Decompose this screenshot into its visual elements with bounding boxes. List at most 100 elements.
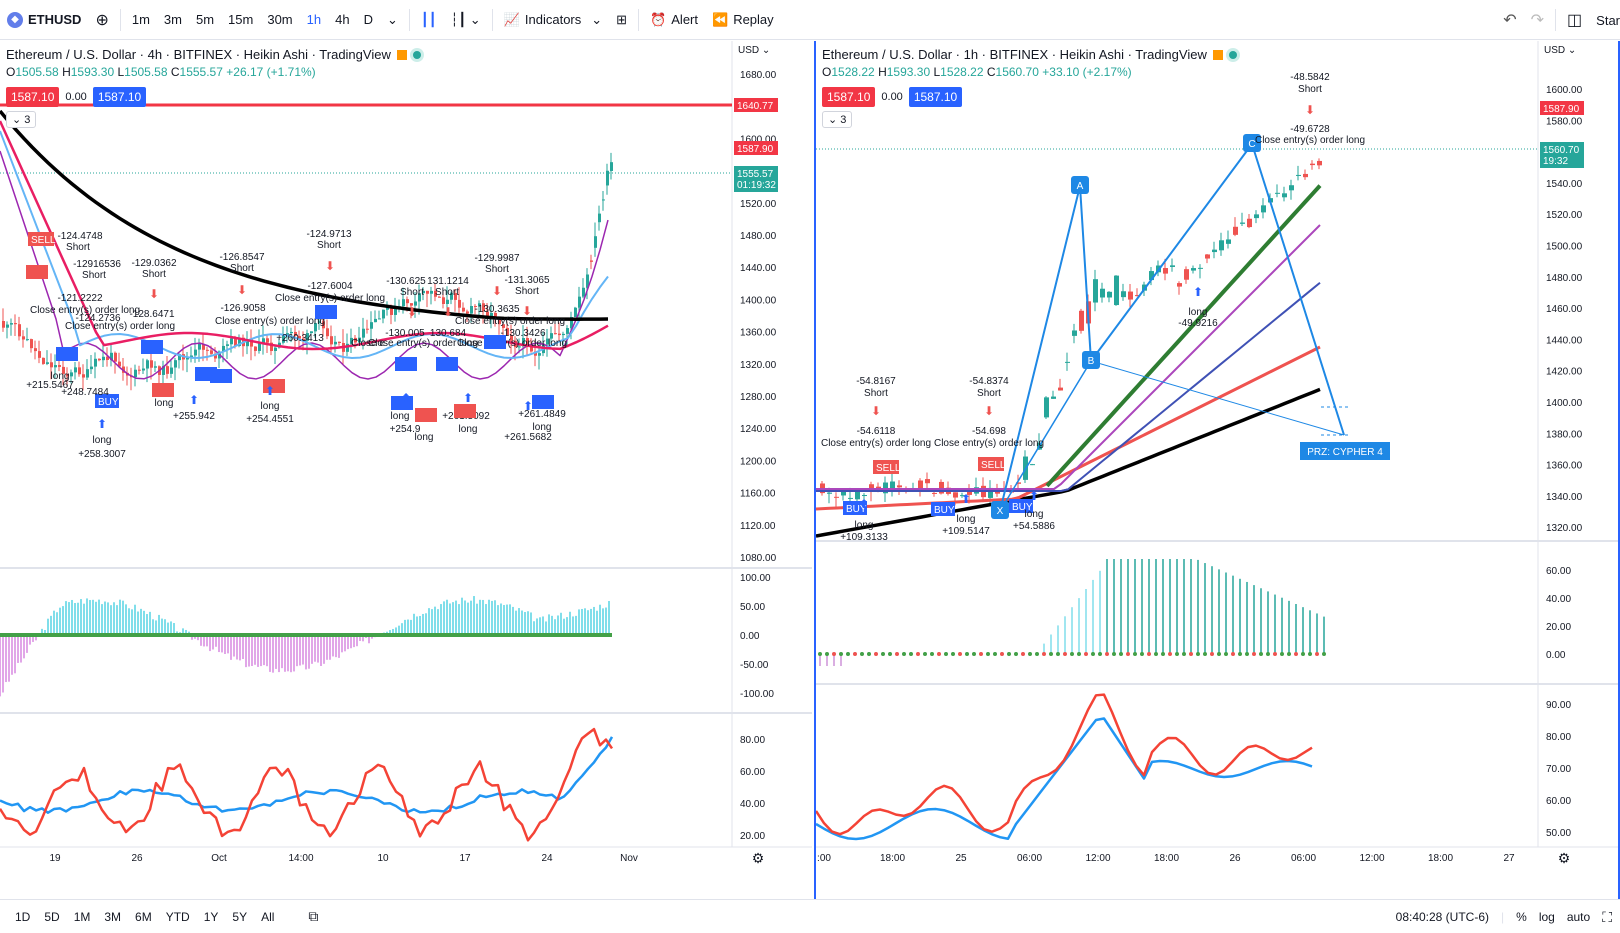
time-tick-label: 18:00	[1154, 853, 1179, 864]
auto-toggle[interactable]: auto	[1566, 910, 1591, 924]
top-toolbar: ◆ ETHUSD ⊕ 1m 3m 5m 15m 30m 1h 4h D ⌄ ┃┃ ┆┃ ⌄ 📈…	[0, 0, 1620, 40]
indicator-collapse-button[interactable]: ⌄ 3	[822, 111, 853, 128]
osc-dot	[1245, 652, 1249, 656]
price-tick-label: 1460.00	[1546, 304, 1583, 315]
trade-annotation: +261.4849	[518, 409, 566, 420]
replay-button[interactable]: ⏪ Replay	[705, 0, 781, 40]
sell-price-button[interactable]: 1587.10	[822, 87, 876, 107]
trade-annotation: Close entry(s) order long	[457, 338, 567, 349]
candle-body	[538, 353, 541, 356]
range-1m[interactable]: 1M	[73, 909, 91, 924]
candle-body	[274, 347, 277, 351]
candle-body	[138, 369, 141, 371]
osc-dot	[1077, 652, 1081, 656]
candle-body	[238, 337, 241, 346]
start-button[interactable]: Star	[1596, 12, 1620, 28]
buy-price-button[interactable]: 1587.10	[92, 87, 147, 107]
rsi-blue-line	[0, 736, 614, 814]
osc-tick-label: -100.00	[740, 689, 774, 700]
market-open-icon	[1228, 50, 1237, 59]
timeframe-D[interactable]: D	[363, 12, 373, 27]
layout-grid-icon[interactable]: ⊞	[616, 11, 628, 27]
undo-icon[interactable]: ↶	[1503, 12, 1517, 29]
candle-body	[414, 301, 417, 306]
timeframe-1h[interactable]: 1h	[306, 12, 322, 27]
range-1d[interactable]: 1D	[15, 909, 31, 924]
alarm-clock-icon: ⏰	[650, 11, 667, 27]
sell-price-button[interactable]: 1587.10	[6, 87, 60, 107]
range-5y[interactable]: 5Y	[232, 909, 248, 924]
timeframe-30m[interactable]: 30m	[267, 12, 293, 27]
chart-pane-right[interactable]: USD ⌄1600.001580.001560.001540.001520.00…	[814, 41, 1620, 899]
chart-pane-left[interactable]: USD ⌄1680.001640.001600.001560.001520.00…	[0, 41, 812, 899]
candle-body	[558, 333, 561, 336]
price-tick-label: 1360.00	[1546, 461, 1583, 472]
range-1y[interactable]: 1Y	[203, 909, 219, 924]
candle-body	[198, 343, 201, 350]
candle-body	[1205, 254, 1210, 259]
osc-dot	[902, 652, 906, 656]
candle-body	[110, 352, 113, 360]
trade-marker	[56, 347, 78, 361]
candle-body	[1170, 265, 1175, 267]
candle-body	[2, 321, 5, 328]
goto-date-icon[interactable]: ⧉	[308, 908, 319, 924]
alert-button[interactable]: ⏰ Alert	[643, 0, 705, 40]
candle-style-icon[interactable]: ┃┃	[420, 11, 437, 27]
ma-black-line	[0, 109, 609, 321]
chart-canvas-right[interactable]: USD ⌄1600.001580.001560.001540.001520.00…	[816, 41, 1618, 899]
layout-select-icon[interactable]: ◫	[1567, 12, 1583, 29]
range-6m[interactable]: 6M	[135, 909, 152, 924]
pattern-point-label: A	[1077, 181, 1084, 192]
range-3m[interactable]: 3M	[104, 909, 122, 924]
price-tick-label: 1420.00	[1546, 367, 1583, 378]
fullscreen-icon[interactable]: ⛶	[1602, 908, 1612, 925]
rsi-red-line	[0, 727, 614, 842]
chart-canvas-left[interactable]: USD ⌄1680.001640.001600.001560.001520.00…	[0, 41, 812, 899]
range-5d[interactable]: 5D	[44, 909, 60, 924]
osc-dot	[1189, 652, 1193, 656]
time-tick-label: 12:00	[1085, 853, 1110, 864]
candle-body	[478, 303, 481, 307]
candle-body	[258, 342, 261, 351]
trade-annotation: long	[261, 401, 280, 412]
symbol-search[interactable]: ◆ ETHUSD	[0, 0, 88, 40]
osc-tick-label: 0.00	[740, 631, 760, 642]
osc-dot	[888, 652, 892, 656]
indicator-collapse-button[interactable]: ⌄ 3	[6, 111, 37, 128]
price-tick-label: 1540.00	[1546, 179, 1583, 190]
timeframe-3m[interactable]: 3m	[163, 12, 182, 27]
time-tick-label: 14:00	[288, 853, 313, 864]
last-price-label: 1560.70	[1543, 145, 1580, 156]
timeframe-5m[interactable]: 5m	[195, 12, 215, 27]
percent-toggle[interactable]: %	[1516, 910, 1527, 924]
price-tick-label: 1320.00	[740, 360, 777, 371]
timeframe-15m[interactable]: 15m	[228, 12, 254, 27]
range-all[interactable]: All	[261, 909, 275, 924]
compare-add-icon[interactable]: ⊕	[95, 11, 109, 29]
timeframe-dropdown-icon[interactable]: ⌄	[386, 11, 398, 27]
timeframe-1m[interactable]: 1m	[131, 12, 150, 27]
flag-icon[interactable]	[1212, 49, 1223, 60]
clock-label[interactable]: 08:40:28 (UTC-6)	[1395, 910, 1490, 924]
timeframe-4h[interactable]: 4h	[335, 12, 350, 27]
candle-body	[98, 358, 101, 361]
candle-body	[142, 368, 145, 371]
long-arrow-icon: ⬆	[961, 492, 971, 506]
bar-style-icon[interactable]: ┆┃ ⌄	[450, 11, 481, 27]
long-arrow-icon: ⬆	[1193, 285, 1203, 299]
flag-icon[interactable]	[396, 49, 407, 60]
indicators-button[interactable]: 📈 Indicators ⌄	[497, 0, 609, 40]
candle-body	[1058, 387, 1063, 391]
candle-body	[1135, 295, 1140, 297]
log-toggle[interactable]: log	[1538, 910, 1555, 924]
candle-body	[34, 348, 37, 352]
divider: |	[1501, 910, 1505, 924]
candle-body	[841, 491, 846, 496]
buy-price-button[interactable]: 1587.10	[908, 87, 963, 107]
cypher-bd-line	[1090, 360, 1345, 436]
redo-icon[interactable]: ↷	[1530, 12, 1545, 29]
trade-annotation: Close entry(s) order long	[65, 321, 175, 332]
price-tick-label: 1600.00	[1546, 85, 1583, 96]
range-ytd[interactable]: YTD	[165, 909, 190, 924]
